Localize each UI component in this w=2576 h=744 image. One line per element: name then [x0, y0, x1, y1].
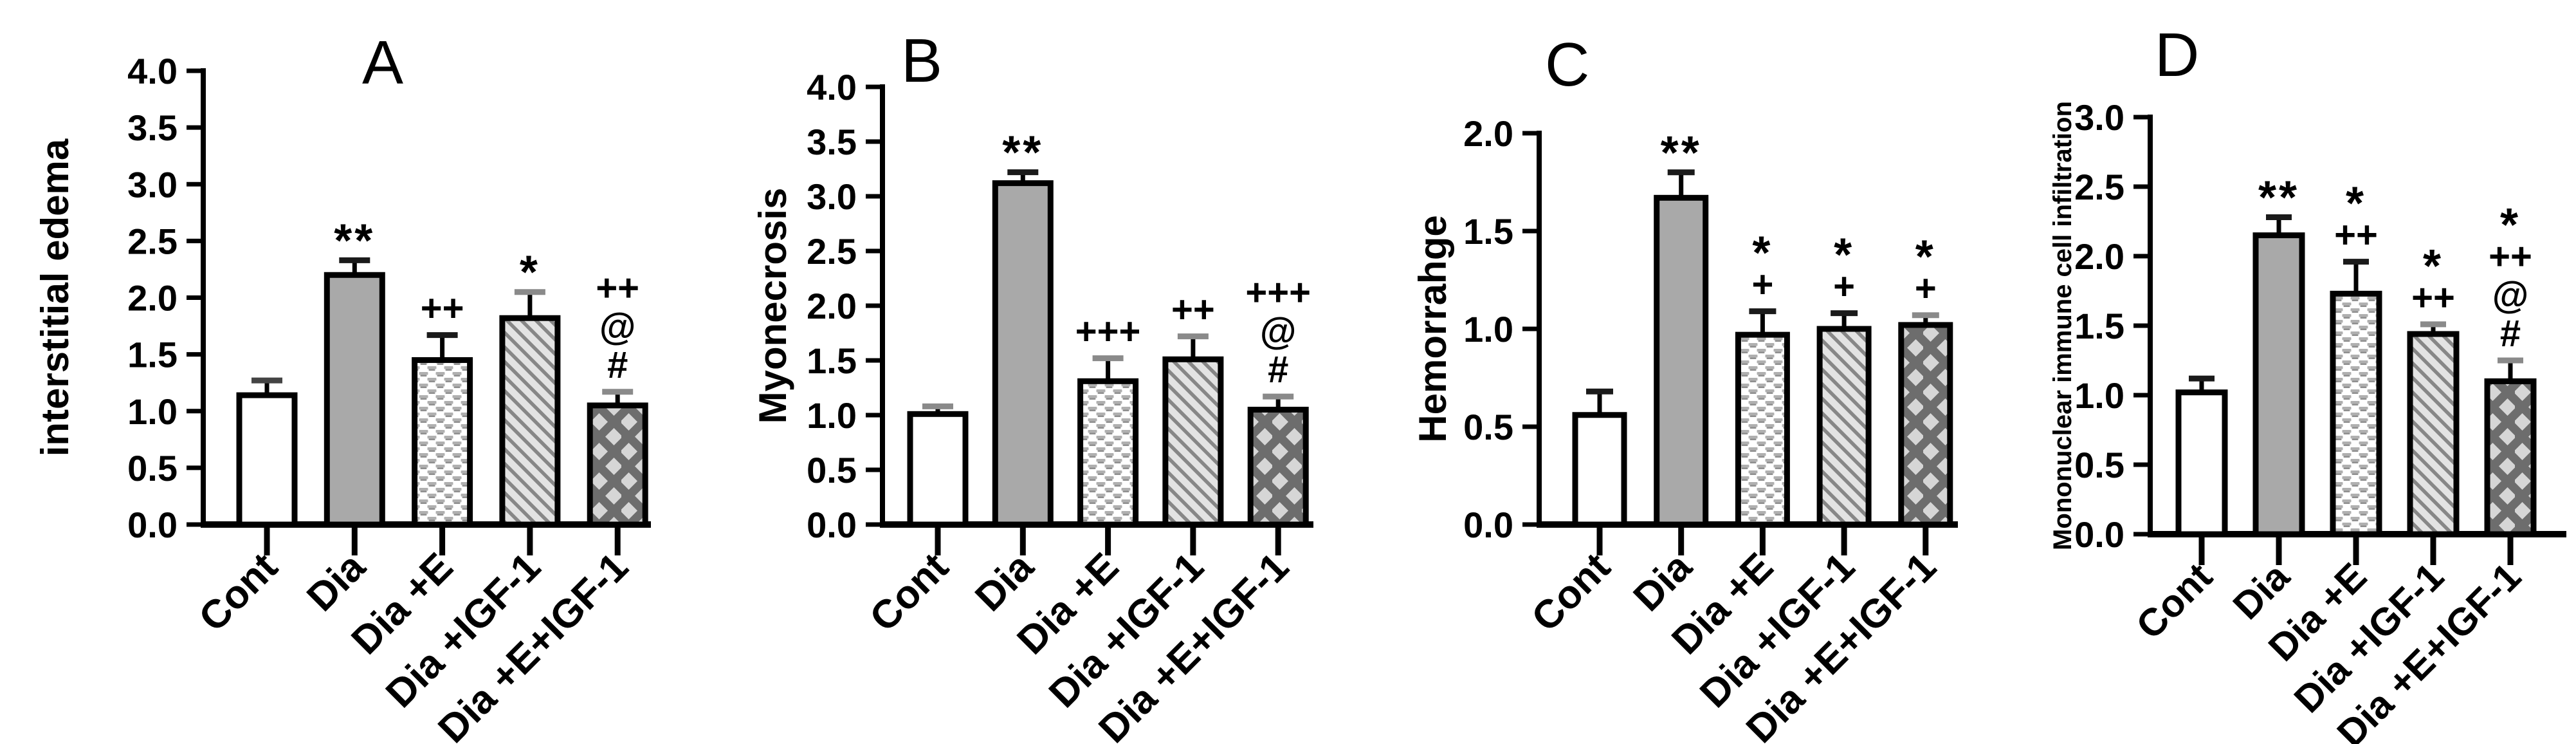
significance-annotation: ++: [2411, 277, 2455, 319]
y-axis-title: Mononuclear immune cell infiltration: [2049, 101, 2077, 550]
y-tick-label: 0.5: [127, 448, 178, 488]
significance-annotation: ++: [2334, 214, 2378, 256]
panel-C: C0.00.51.01.52.0HemorrahgeCont**Dia*+Dia…: [1411, 30, 1958, 744]
y-axis-title: Myonecrosis: [751, 188, 794, 424]
significance-annotation: +: [1915, 268, 1937, 310]
bar: [236, 392, 298, 528]
bar: [1247, 407, 1309, 528]
y-tick-label: 4.0: [127, 51, 178, 91]
significance-annotation: ++: [421, 288, 464, 330]
bar: [587, 402, 648, 528]
bar: [1654, 194, 1709, 528]
y-tick-label: 0.0: [807, 505, 857, 545]
significance-annotation: *: [2423, 241, 2444, 292]
y-tick-label: 1.0: [2074, 375, 2124, 416]
y-tick-label: 1.5: [807, 340, 857, 381]
bar: [1816, 326, 1872, 528]
x-tick-label: Cont: [1523, 544, 1619, 640]
y-tick-label: 2.0: [2074, 236, 2124, 277]
y-tick-label: 0.0: [1463, 505, 1513, 545]
bar: [412, 357, 473, 528]
y-tick-label: 2.0: [1463, 113, 1513, 154]
significance-annotation: *: [1834, 230, 1854, 281]
y-tick-label: 1.0: [807, 395, 857, 436]
y-tick-label: 3.0: [127, 164, 178, 205]
significance-annotation: ++: [2489, 236, 2532, 277]
y-axis-title: Hemorrahge: [1411, 215, 1454, 442]
panel-B: B 0.0 0.5 1.0 1.5 2.0 2.5 3.0 3.5 4.0 Myonecrosis C…: [751, 26, 1313, 744]
panel-letter: B: [901, 26, 942, 95]
significance-annotation: *: [1915, 232, 1936, 283]
panel-letter: D: [2155, 21, 2199, 89]
significance-annotation: **: [1002, 127, 1043, 179]
y-tick-label: 2.0: [807, 286, 857, 326]
significance-annotation: *: [2500, 200, 2521, 251]
bar: [907, 411, 969, 528]
bar: [1572, 412, 1627, 528]
significance-annotation: #: [2500, 313, 2521, 355]
y-tick-label: 0.5: [1463, 407, 1513, 447]
significance-annotation: ++: [596, 267, 639, 309]
y-tick-label: 2.5: [2074, 167, 2124, 207]
panel-letter: C: [1545, 30, 1589, 99]
bar: [1735, 331, 1790, 528]
significance-annotation: *: [520, 247, 540, 299]
x-tick-label: Cont: [190, 544, 286, 640]
panel-A: A 0.0 0.5 1.0 1.5 2.0 2.5 3.0 3.5 4.0 interstitial…: [33, 28, 651, 744]
y-tick-label: 2.5: [807, 231, 857, 272]
significance-annotation: +: [1751, 264, 1773, 306]
bar: [2484, 378, 2537, 537]
significance-annotation: +: [1833, 266, 1855, 308]
bar: [2330, 290, 2382, 537]
significance-annotation: *: [2346, 178, 2366, 230]
panel-letter: A: [362, 28, 403, 97]
x-tick-label: Cont: [861, 544, 957, 640]
bar: [2407, 331, 2460, 537]
bar: [1077, 378, 1139, 528]
significance-annotation: #: [607, 344, 628, 386]
bar: [324, 272, 385, 528]
bar: [2252, 232, 2305, 537]
y-tick-label: 3.0: [807, 176, 857, 217]
x-tick-label: Dia: [298, 544, 374, 620]
y-tick-label: 3.5: [127, 107, 178, 148]
bar: [2175, 389, 2228, 537]
significance-annotation: **: [2258, 172, 2299, 224]
significance-annotation: #: [1268, 349, 1288, 391]
y-tick-label: 1.0: [1463, 309, 1513, 349]
panels-root: A 0.0 0.5 1.0 1.5 2.0 2.5 3.0 3.5 4.0 interstitial…: [33, 21, 2566, 744]
y-tick-label: 1.0: [127, 391, 178, 432]
bar: [499, 315, 561, 528]
y-tick-label: 3.5: [807, 122, 857, 162]
y-tick-label: 1.5: [1463, 211, 1513, 252]
significance-annotation: +++: [1075, 311, 1141, 353]
significance-annotation: ++: [1171, 289, 1215, 331]
y-tick-label: 2.0: [127, 278, 178, 319]
significance-annotation: **: [334, 215, 375, 266]
y-tick-label: 1.5: [127, 335, 178, 375]
y-tick-label: 4.0: [807, 67, 857, 107]
y-tick-label: 0.5: [2074, 445, 2124, 485]
y-tick-label: 1.5: [2074, 306, 2124, 346]
significance-annotation: @: [599, 306, 636, 348]
significance-annotation: +++: [1245, 272, 1311, 313]
bar: [992, 180, 1054, 528]
significance-annotation: *: [1752, 228, 1773, 279]
significance-annotation: **: [1661, 127, 1702, 179]
y-axis-title: interstitial edema: [33, 138, 77, 456]
y-tick-label: 0.0: [127, 505, 178, 545]
significance-annotation: @: [1260, 310, 1297, 352]
y-tick-label: 2.5: [127, 221, 178, 261]
significance-annotation: @: [2492, 274, 2529, 316]
y-tick-label: 3.0: [2074, 97, 2124, 138]
y-tick-label: 0.0: [2074, 514, 2124, 555]
bar: [1898, 322, 1953, 528]
x-tick-label: Cont: [2128, 555, 2220, 647]
bar: [1162, 356, 1224, 528]
y-tick-label: 0.5: [807, 450, 857, 490]
